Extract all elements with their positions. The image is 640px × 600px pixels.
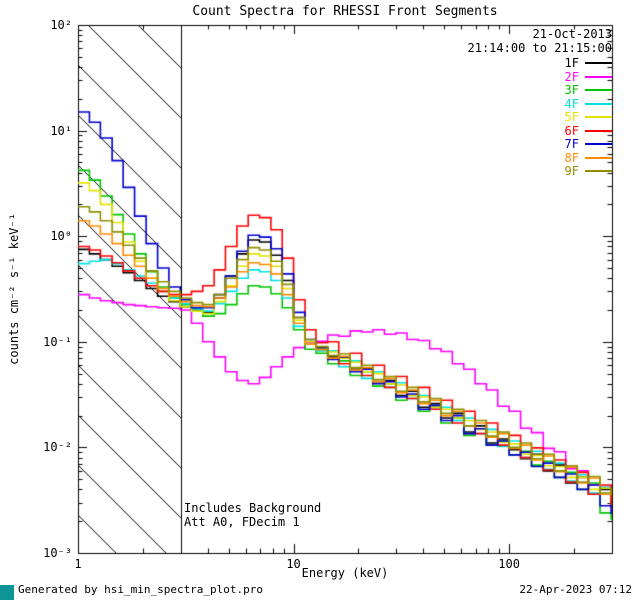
legend-label: 6F	[564, 123, 579, 138]
legend-label: 8F	[564, 150, 579, 165]
footer-generator-text: Generated by hsi_min_spectra_plot.pro	[18, 583, 264, 596]
legend-line-swatch	[585, 75, 612, 78]
y-tick-label: 10⁰	[50, 229, 72, 244]
y-tick-label: 10⁻¹	[43, 334, 72, 349]
y-axis-label: counts cm⁻² s⁻¹ keV⁻¹	[7, 213, 21, 365]
legend-label: 3F	[564, 83, 579, 98]
legend-label: 1F	[564, 56, 579, 71]
corner-accent-box	[0, 585, 14, 600]
legend-line-swatch	[585, 156, 612, 159]
y-tick-label: 10¹	[50, 123, 72, 138]
legend-line-swatch	[585, 116, 612, 119]
legend-label: 5F	[564, 110, 579, 125]
legend-item-7F: 7F	[565, 138, 612, 151]
legend-label: 9F	[564, 164, 579, 179]
legend-label: 4F	[564, 96, 579, 111]
observation-date: 21-Oct-2013	[532, 27, 612, 41]
legend-label: 7F	[564, 137, 579, 152]
x-tick-label: 100	[498, 557, 520, 571]
y-tick-label: 10²	[50, 18, 72, 32]
legend-label: 2F	[564, 69, 579, 84]
legend-line-swatch	[585, 143, 612, 146]
legend-line-swatch	[585, 89, 612, 92]
x-axis-label: Energy (keV)	[301, 566, 389, 580]
legend-item-1F: 1F	[565, 57, 612, 70]
y-tick-label: 10⁻³	[43, 546, 72, 560]
chart-title: Count Spectra for RHESSI Front Segments	[192, 4, 498, 19]
legend-line-swatch	[585, 129, 612, 132]
legend-item-4F: 4F	[565, 98, 612, 111]
footer-generated-timestamp: 22-Apr-2023 07:12	[519, 583, 632, 596]
x-tick-label: 1	[74, 557, 82, 571]
y-tick-label: 10⁻²	[43, 440, 72, 455]
legend-item-9F: 9F	[565, 165, 612, 178]
observation-time-range: 21:14:00 to 21:15:00	[467, 41, 613, 55]
legend-item-2F: 2F	[565, 71, 612, 84]
x-tick-label: 10	[286, 557, 301, 571]
legend-item-5F: 5F	[565, 111, 612, 124]
legend: 1F 2F 3F 4F 5F 6F 7F 8F 9F	[565, 57, 612, 178]
legend-line-swatch	[585, 62, 612, 65]
legend-item-8F: 8F	[565, 152, 612, 165]
legend-line-swatch	[585, 102, 612, 105]
annotation-attenuator-state: Att A0, FDecim 1	[184, 515, 300, 529]
legend-line-swatch	[585, 170, 612, 173]
legend-item-3F: 3F	[565, 84, 612, 97]
annotation-includes-background: Includes Background	[184, 501, 322, 515]
legend-item-6F: 6F	[565, 125, 612, 138]
